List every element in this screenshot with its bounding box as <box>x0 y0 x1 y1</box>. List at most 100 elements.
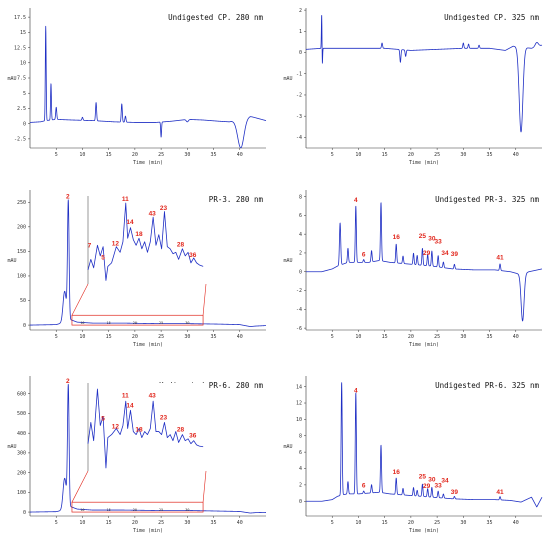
chromatogram-trace <box>305 382 543 508</box>
y-tick-label: 4 <box>299 466 302 472</box>
peak-label: 30 <box>428 236 436 243</box>
zoom-tick-label: 30 <box>185 508 189 512</box>
x-tick-label: 20 <box>132 334 138 340</box>
inset-peak-label: 14 <box>126 402 134 409</box>
y-tick-label: 14 <box>296 384 302 390</box>
y-tick-label: 400 <box>17 431 26 437</box>
zoom-tick-label: 25 <box>159 321 163 325</box>
peak-label: 34 <box>441 250 449 257</box>
inset-chart: 10 15 20 25 30 5 11 12 14 18 43 23 28 36 <box>71 383 207 512</box>
y-tick-label: -6 <box>296 326 302 332</box>
peak-label: 2 <box>66 193 70 200</box>
inset-peak-label: 11 <box>122 393 129 400</box>
y-tick-label: 12.5 <box>14 45 26 51</box>
x-tick-label: 40 <box>237 520 243 526</box>
y-tick-label: 50 <box>20 298 26 304</box>
zoom-connector-line <box>202 470 207 503</box>
y-tick-label: 300 <box>17 451 26 457</box>
peak-label: 41 <box>496 489 504 496</box>
x-axis-title: Time (min) <box>409 528 439 534</box>
x-tick-label: 10 <box>79 334 85 340</box>
peak-label: 41 <box>496 255 504 262</box>
x-tick-label: 5 <box>331 334 334 340</box>
x-tick-label: 20 <box>408 520 414 526</box>
inset-peak-label: 7 <box>88 242 92 249</box>
y-tick-label: 2 <box>299 483 302 489</box>
peak-label: 34 <box>441 477 449 484</box>
zoom-connector-line <box>202 283 207 316</box>
x-tick-label: 20 <box>408 152 414 158</box>
peak-label: 16 <box>393 469 401 476</box>
x-tick-label: 10 <box>355 152 361 158</box>
y-tick-label: -4 <box>296 307 302 313</box>
chart-panel-2: 5 10 15 20 25 30 35 40 -4 -3 -2 -1 0 1 2 Time (min) mAU U… <box>283 8 543 166</box>
y-tick-label: 100 <box>17 274 26 280</box>
y-tick-label: 2 <box>299 251 302 257</box>
peak-label: 29 <box>423 250 431 257</box>
x-tick-label: 20 <box>408 334 414 340</box>
chromatogram-trace <box>305 15 543 133</box>
inset-trace <box>87 388 204 469</box>
y-tick-label: 0 <box>299 269 302 275</box>
inset-peak-label: 12 <box>112 424 120 431</box>
x-tick-label: 35 <box>211 152 217 158</box>
chart-panel-1: 5 10 15 20 25 30 35 40 -2.5 0 2.5 5 7.5 10 12.5 15 17.5 T… <box>7 8 267 166</box>
inset-background <box>88 383 206 471</box>
x-tick-label: 15 <box>382 334 388 340</box>
peak-label: 30 <box>428 477 436 484</box>
panel-title: Undigested PR-6. 325 nm <box>435 381 539 390</box>
zoom-tick-label: 25 <box>159 508 163 512</box>
x-tick-label: 35 <box>487 152 493 158</box>
peak-label: 39 <box>451 251 459 258</box>
peak-label: 33 <box>435 482 443 489</box>
peak-label: 33 <box>435 239 443 246</box>
inset-peak-label: 5 <box>101 416 105 423</box>
chromatogram-trace <box>305 202 543 322</box>
y-tick-label: 200 <box>17 470 26 476</box>
chromatogram-trace <box>29 383 267 514</box>
inset-trace <box>87 202 204 281</box>
panel-title: Undigested PR-3. 280 nm <box>159 195 263 204</box>
y-axis-title: mAU <box>7 258 16 264</box>
y-tick-label: 17.5 <box>14 15 26 21</box>
x-tick-label: 25 <box>158 152 164 158</box>
inset-peak-label: 14 <box>126 219 134 226</box>
x-tick-label: 15 <box>382 152 388 158</box>
panel-title: Undigested PR-3. 325 nm <box>435 195 539 204</box>
inset-peak-label: 28 <box>177 427 185 434</box>
peak-label: 29 <box>423 483 431 490</box>
y-axis-title: mAU <box>283 76 292 82</box>
y-tick-label: 5 <box>23 91 26 97</box>
inset-peak-label: 11 <box>122 196 129 203</box>
peak-label: 25 <box>419 473 427 480</box>
x-tick-label: 15 <box>106 520 112 526</box>
chromatogram-trace <box>29 25 267 149</box>
y-axis-title: mAU <box>283 258 292 264</box>
y-tick-label: 0 <box>23 510 26 516</box>
peak-label: 16 <box>393 234 401 241</box>
peak-label: 4 <box>354 387 358 394</box>
peak-label: 25 <box>419 233 427 240</box>
x-tick-label: 30 <box>460 520 466 526</box>
y-tick-label: 200 <box>17 225 26 231</box>
x-tick-label: 30 <box>184 334 190 340</box>
x-tick-label: 30 <box>184 520 190 526</box>
y-tick-label: 7.5 <box>17 76 26 82</box>
inset-background <box>88 196 206 284</box>
x-tick-label: 40 <box>237 152 243 158</box>
x-tick-label: 15 <box>106 152 112 158</box>
y-tick-label: 6 <box>299 213 302 219</box>
x-tick-label: 25 <box>434 152 440 158</box>
panel-title: Undigested CP. 280 nm <box>168 13 263 22</box>
inset-peak-label: 43 <box>149 393 157 400</box>
y-tick-label: 100 <box>17 490 26 496</box>
x-tick-label: 25 <box>434 520 440 526</box>
x-tick-label: 15 <box>382 520 388 526</box>
zoom-tick-label: 20 <box>133 508 137 512</box>
x-tick-label: 10 <box>355 520 361 526</box>
